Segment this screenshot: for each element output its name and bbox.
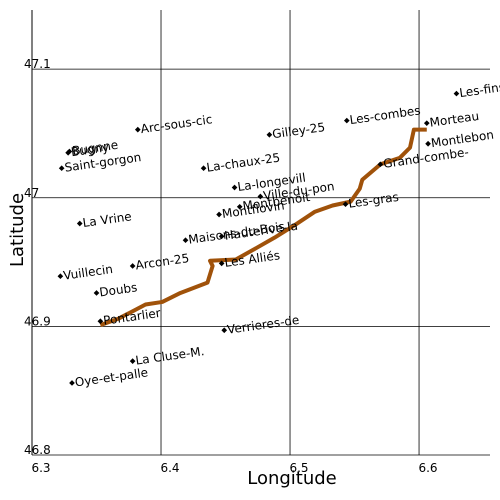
y-tick-label: 47.1 xyxy=(24,57,51,71)
point-label: Les-gras xyxy=(348,190,400,211)
point xyxy=(69,380,75,386)
point-label: Oye-et-palle xyxy=(74,365,149,389)
point xyxy=(129,358,136,364)
point-label: Pontarlier xyxy=(102,306,161,328)
point xyxy=(134,126,141,133)
point xyxy=(182,237,189,244)
x-axis-title: Longitude xyxy=(247,468,337,489)
x-tick-label: 6.4 xyxy=(160,461,179,475)
point xyxy=(93,290,100,296)
y-tick-label: 47 xyxy=(24,186,39,200)
x-tick-label: 6.6 xyxy=(418,461,437,475)
point xyxy=(342,201,349,208)
point xyxy=(266,131,273,138)
point-label: Verrieres-de xyxy=(226,313,300,337)
point-label: Les-fins xyxy=(458,80,500,100)
point-label: La Vrine xyxy=(82,209,133,230)
point xyxy=(231,184,238,191)
point xyxy=(221,327,228,334)
track-line xyxy=(99,127,427,327)
y-axis-title: Latitude xyxy=(7,193,28,267)
point-label: Doubs xyxy=(99,280,139,299)
point xyxy=(218,233,225,240)
x-tick-label: 6.5 xyxy=(289,461,308,475)
point xyxy=(453,90,460,97)
point-label: Les-combes xyxy=(349,103,422,127)
point xyxy=(129,263,136,269)
point xyxy=(343,117,350,124)
point xyxy=(97,318,104,325)
point-label: Gilley-25 xyxy=(271,120,326,141)
point xyxy=(377,161,384,168)
point-label: Arc-sous-cic xyxy=(140,112,213,136)
x-tick-label: 6.3 xyxy=(31,461,50,475)
point-label: Bugnne xyxy=(71,138,119,158)
point xyxy=(423,120,430,127)
point-label: Morteau xyxy=(429,109,480,130)
point-label: La Cluse-M. xyxy=(135,344,206,368)
point-label: La-chaux-25 xyxy=(206,151,281,175)
point-label: Vuillecin xyxy=(62,262,113,283)
point xyxy=(257,193,264,200)
point-label: Montflovin xyxy=(221,198,285,221)
point xyxy=(66,148,73,155)
point-label: Les Alliés xyxy=(224,248,281,270)
point xyxy=(200,165,207,172)
point xyxy=(76,220,83,227)
point xyxy=(425,140,431,147)
point-label: Bugny xyxy=(70,140,110,159)
point-label: Grand-combe- xyxy=(382,145,469,171)
y-tick-label: 46.8 xyxy=(24,443,51,457)
point-label: Arcon-25 xyxy=(135,251,190,272)
y-tick-label: 46.9 xyxy=(24,314,51,328)
point xyxy=(218,260,225,267)
point xyxy=(216,211,222,218)
point xyxy=(236,203,243,210)
